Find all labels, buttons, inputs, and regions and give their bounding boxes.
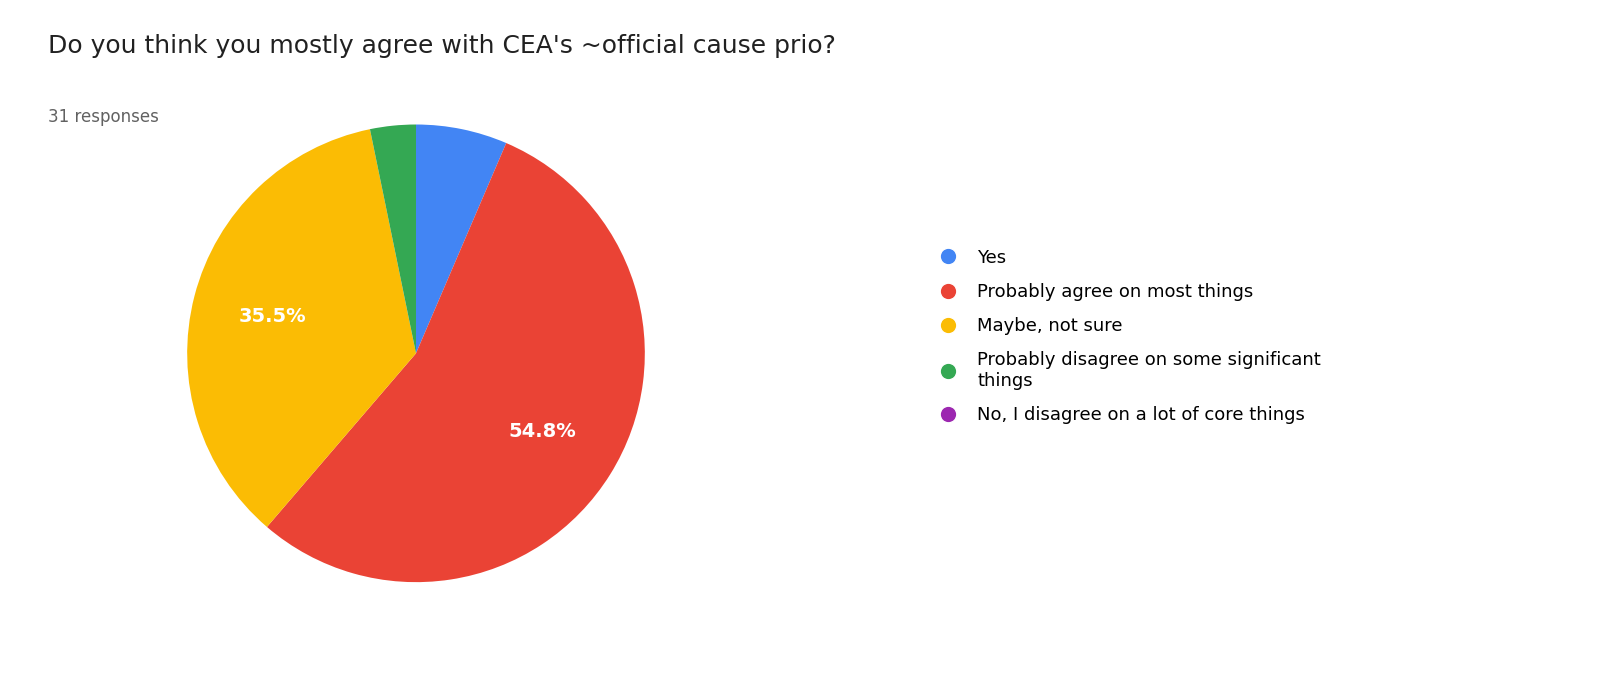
Wedge shape — [416, 125, 506, 353]
Wedge shape — [267, 143, 645, 582]
Text: 54.8%: 54.8% — [509, 423, 576, 441]
Wedge shape — [187, 129, 416, 527]
Wedge shape — [370, 125, 416, 353]
Text: Do you think you mostly agree with CEA's ~official cause prio?: Do you think you mostly agree with CEA's… — [48, 34, 835, 58]
Legend: Yes, Probably agree on most things, Maybe, not sure, Probably disagree on some s: Yes, Probably agree on most things, Mayb… — [922, 240, 1330, 433]
Text: 35.5%: 35.5% — [238, 306, 306, 326]
Text: 31 responses: 31 responses — [48, 108, 158, 126]
